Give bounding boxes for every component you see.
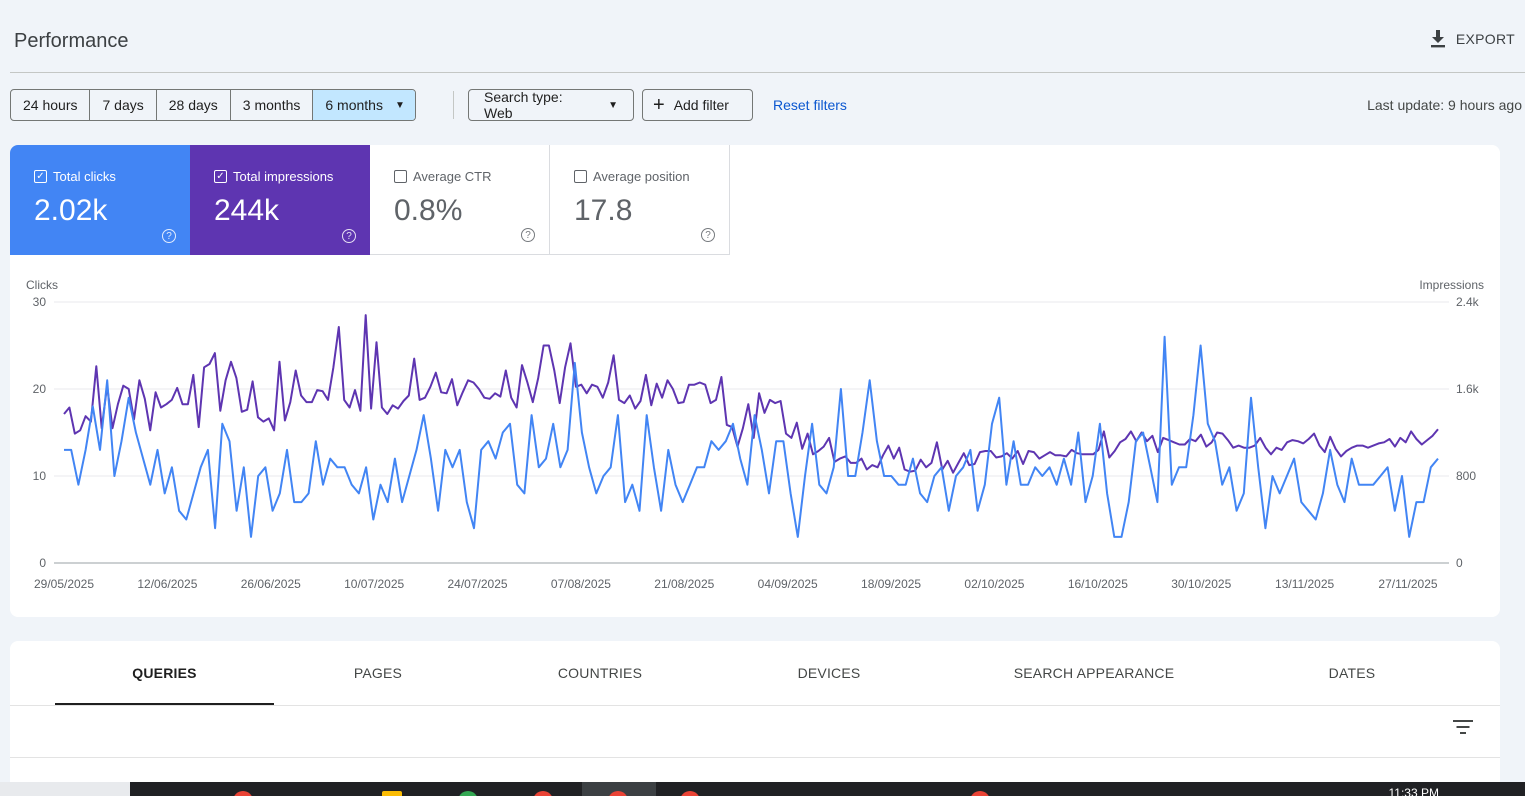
y-right-tick-label: 1.6k (1456, 382, 1480, 396)
tab-dates[interactable]: DATES (1328, 665, 1376, 681)
taskbar-active-app[interactable] (582, 782, 656, 796)
x-tick-label: 04/09/2025 (758, 577, 818, 591)
taskbar-clock: 11:33 PM (1388, 786, 1439, 796)
caret-down-icon: ▼ (394, 99, 405, 111)
metric-card-total-impressions[interactable]: ✓ Total impressions 244k ? (190, 145, 370, 255)
taskbar-app-icon[interactable] (382, 791, 402, 796)
series-line-impressions (63, 314, 1439, 474)
page-title: Performance (14, 30, 129, 52)
x-tick-label: 12/06/2025 (137, 577, 197, 591)
filter-divider (453, 91, 454, 119)
checkbox-checked-icon: ✓ (214, 170, 227, 183)
date-range-selector: 24 hours 7 days 28 days 3 months 6 month… (10, 89, 416, 121)
x-tick-label: 24/07/2025 (448, 577, 508, 591)
y-left-tick-label: 30 (33, 295, 47, 309)
metric-value: 0.8% (394, 194, 463, 227)
date-range-7-days[interactable]: 7 days (90, 90, 157, 120)
date-range-28-days[interactable]: 28 days (157, 90, 231, 120)
checkbox-unchecked-icon (394, 170, 407, 183)
x-tick-label: 10/07/2025 (344, 577, 404, 591)
y-left-tick-label: 20 (33, 382, 47, 396)
series-line-clicks (64, 335, 1439, 538)
taskbar-app-icon[interactable] (608, 791, 628, 796)
date-range-6-months[interactable]: 6 months ▼ (313, 90, 415, 120)
tab-pages[interactable]: PAGES (353, 665, 403, 681)
x-tick-label: 29/05/2025 (34, 577, 94, 591)
tabs-divider (10, 705, 1500, 706)
search-type-label: Search type: Web (484, 89, 563, 121)
y-left-tick-label: 10 (33, 469, 47, 483)
x-tick-label: 18/09/2025 (861, 577, 921, 591)
download-icon (1430, 30, 1445, 48)
table-header-divider (10, 757, 1500, 758)
y-left-tick-label: 0 (39, 556, 46, 570)
page-header: Performance EXPORT (0, 0, 1525, 73)
last-update-text: Last update: 9 hours ago (1367, 97, 1522, 113)
y-right-tick-label: 0 (1456, 556, 1463, 570)
filter-bar: 24 hours 7 days 28 days 3 months 6 month… (10, 89, 1525, 121)
add-filter-label: Add filter (673, 97, 729, 113)
metric-label: Total clicks (53, 169, 116, 184)
y-right-tick-label: 2.4k (1456, 295, 1480, 309)
dimension-tabs-card: QUERIES PAGES COUNTRIES DEVICES SEARCH A… (10, 641, 1500, 796)
x-tick-label: 07/08/2025 (551, 577, 611, 591)
reset-filters-link[interactable]: Reset filters (773, 97, 847, 113)
date-range-label: 6 months (325, 97, 383, 113)
performance-chart-card: ✓ Total clicks 2.02k ? ✓ Total impressions… (10, 145, 1500, 617)
metric-value: 244k (214, 194, 280, 227)
metric-card-average-position[interactable]: Average position 17.8 ? (550, 145, 730, 255)
add-filter-button[interactable]: + Add filter (642, 89, 753, 121)
date-range-24-hours[interactable]: 24 hours (11, 90, 91, 120)
x-tick-label: 13/11/2025 (1275, 577, 1334, 591)
metric-card-average-ctr[interactable]: Average CTR 0.8% ? (370, 145, 550, 255)
checkbox-checked-icon: ✓ (34, 170, 47, 183)
help-icon[interactable]: ? (521, 228, 535, 242)
y-axis-left-title: Clicks (26, 278, 58, 292)
y-right-tick-label: 800 (1456, 469, 1476, 483)
help-icon[interactable]: ? (162, 229, 176, 243)
tab-countries[interactable]: COUNTRIES (557, 665, 643, 681)
x-tick-label: 30/10/2025 (1171, 577, 1231, 591)
y-axis-right-title: Impressions (1419, 278, 1484, 292)
taskbar-app-icon[interactable] (970, 791, 990, 796)
x-tick-label: 27/11/2025 (1378, 577, 1437, 591)
metric-label: Average CTR (413, 169, 492, 184)
export-button[interactable]: EXPORT (1430, 30, 1515, 48)
plus-icon: + (653, 94, 665, 116)
taskbar-app-icon[interactable] (533, 791, 553, 796)
help-icon[interactable]: ? (701, 228, 715, 242)
metric-card-total-clicks[interactable]: ✓ Total clicks 2.02k ? (10, 145, 190, 255)
metric-label: Average position (593, 169, 690, 184)
tab-devices[interactable]: DEVICES (797, 665, 861, 681)
metric-value: 2.02k (34, 194, 108, 227)
caret-down-icon: ▼ (608, 99, 618, 111)
tab-queries[interactable]: QUERIES (55, 641, 274, 705)
x-tick-label: 21/08/2025 (654, 577, 714, 591)
taskbar-app-icon[interactable] (458, 791, 478, 796)
metric-label: Total impressions (233, 169, 334, 184)
header-divider (10, 72, 1525, 73)
taskbar-app-icon[interactable] (680, 791, 700, 796)
export-label: EXPORT (1455, 31, 1515, 47)
date-range-label: 7 days (102, 97, 144, 113)
date-range-3-months[interactable]: 3 months (231, 90, 314, 120)
tab-search-appearance[interactable]: SEARCH APPEARANCE (1013, 665, 1175, 681)
performance-line-chart: Clicks Impressions 0 0 10 800 20 1.6k 30 2.4k 29/0… (26, 278, 1484, 591)
date-range-label: 24 hours (23, 97, 78, 113)
metric-value: 17.8 (574, 194, 633, 227)
date-range-label: 3 months (242, 97, 301, 113)
help-icon[interactable]: ? (342, 229, 356, 243)
date-range-label: 28 days (168, 97, 218, 113)
x-tick-label: 16/10/2025 (1068, 577, 1128, 591)
search-type-dropdown[interactable]: Search type: Web ▼ (468, 89, 634, 121)
x-tick-label: 26/06/2025 (241, 577, 301, 591)
checkbox-unchecked-icon (574, 170, 587, 183)
x-tick-label: 02/10/2025 (964, 577, 1024, 591)
taskbar-app-icon[interactable] (233, 791, 253, 796)
filter-list-icon[interactable] (1453, 719, 1473, 735)
taskbar: 11:33 PM (130, 782, 1525, 796)
taskbar-left-strip (0, 782, 130, 796)
